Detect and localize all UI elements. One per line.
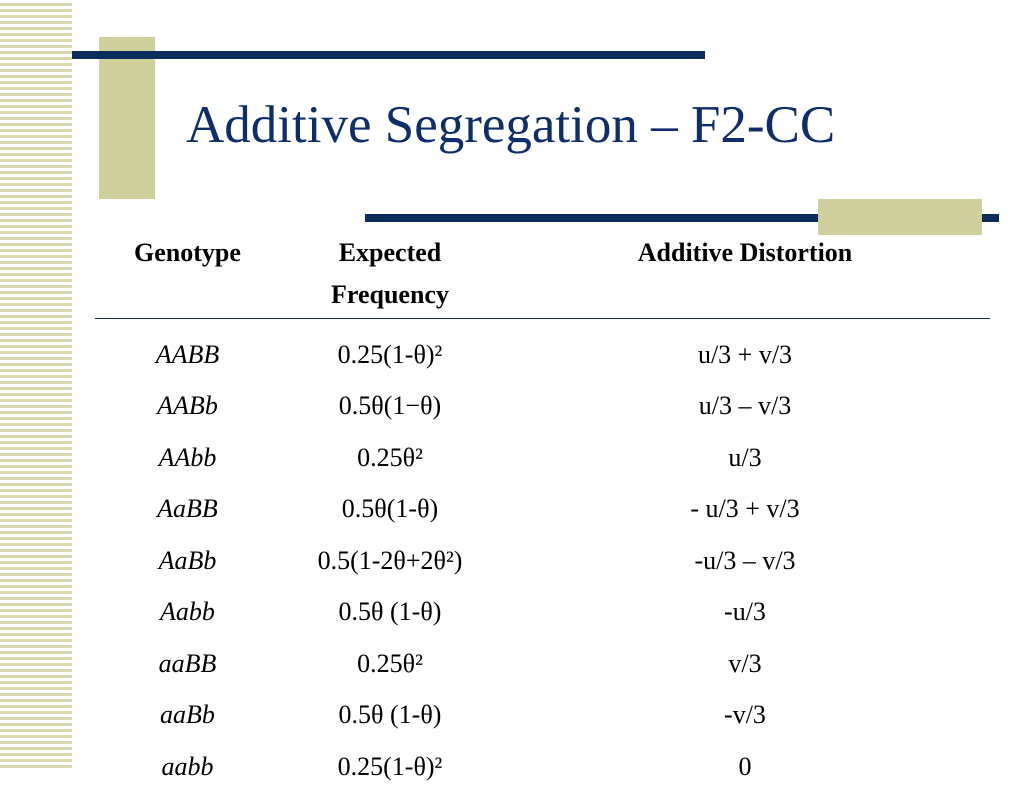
table-row: aaBB 0.25θ² v/3 <box>95 638 990 690</box>
striped-margin-decoration <box>0 0 72 768</box>
table-row: AAbb 0.25θ² u/3 <box>95 432 990 484</box>
frequency-cell: 0.5θ(1-θ) <box>341 494 439 524</box>
header-genotype: Genotype <box>95 232 280 320</box>
genotype-cell: Aabb <box>160 597 215 627</box>
title-bottom-rule <box>365 214 999 222</box>
genotype-cell: aabb <box>161 751 214 781</box>
table-header-row: Genotype Expected Frequency Additive Dis… <box>95 232 990 320</box>
genotype-cell: AAbb <box>158 442 217 472</box>
frequency-cell: 0.25(1-θ)² <box>337 339 443 369</box>
table-row: AABb 0.5θ(1−θ) u/3 – v/3 <box>95 381 990 433</box>
olive-accent-block <box>99 37 155 199</box>
distortion-cell: u/3 + v/3 <box>697 339 793 369</box>
table-row: aabb 0.25(1-θ)² 0 <box>95 741 990 793</box>
genotype-cell: aaBB <box>158 648 217 678</box>
frequency-cell: 0.5(1-2θ+2θ²) <box>317 545 463 575</box>
distortion-cell: u/3 – v/3 <box>698 391 792 421</box>
segregation-table: Genotype Expected Frequency Additive Dis… <box>95 232 990 793</box>
genotype-cell: AaBB <box>157 494 218 524</box>
table-row: aaBb 0.5θ (1-θ) -v/3 <box>95 690 990 742</box>
table-row: Aabb 0.5θ (1-θ) -u/3 <box>95 587 990 639</box>
genotype-cell: AaBb <box>158 545 217 575</box>
header-frequency-line1: Expected <box>338 238 442 267</box>
frequency-cell: 0.25(1-θ)² <box>337 751 443 781</box>
distortion-cell: -u/3 – v/3 <box>694 545 796 575</box>
slide-title: Additive Segregation – F2-CC <box>186 96 836 154</box>
distortion-cell: u/3 <box>728 442 762 472</box>
title-top-rule <box>72 51 705 59</box>
frequency-cell: 0.5θ(1−θ) <box>338 391 442 421</box>
header-expected-frequency: Expected Frequency <box>280 232 500 320</box>
table-row: AaBB 0.5θ(1-θ) - u/3 + v/3 <box>95 484 990 536</box>
table-row: AaBb 0.5(1-2θ+2θ²) -u/3 – v/3 <box>95 535 990 587</box>
frequency-cell: 0.5θ (1-θ) <box>338 597 442 627</box>
olive-accent-small-block <box>818 199 982 235</box>
table-row: AABB 0.25(1-θ)² u/3 + v/3 <box>95 319 990 381</box>
genotype-cell: AABB <box>155 339 220 369</box>
distortion-cell: - u/3 + v/3 <box>690 494 800 524</box>
header-frequency-line2: Frequency <box>331 279 449 309</box>
frequency-cell: 0.5θ (1-θ) <box>338 700 442 730</box>
header-additive-distortion: Additive Distortion <box>500 232 990 320</box>
distortion-cell: 0 <box>738 751 752 781</box>
distortion-cell: -v/3 <box>724 700 766 730</box>
frequency-cell: 0.25θ² <box>357 442 423 472</box>
genotype-cell: aaBb <box>160 700 215 730</box>
distortion-cell: v/3 <box>728 648 762 678</box>
frequency-cell: 0.25θ² <box>357 648 423 678</box>
genotype-cell: AABb <box>157 391 218 421</box>
distortion-cell: -u/3 <box>724 597 766 627</box>
